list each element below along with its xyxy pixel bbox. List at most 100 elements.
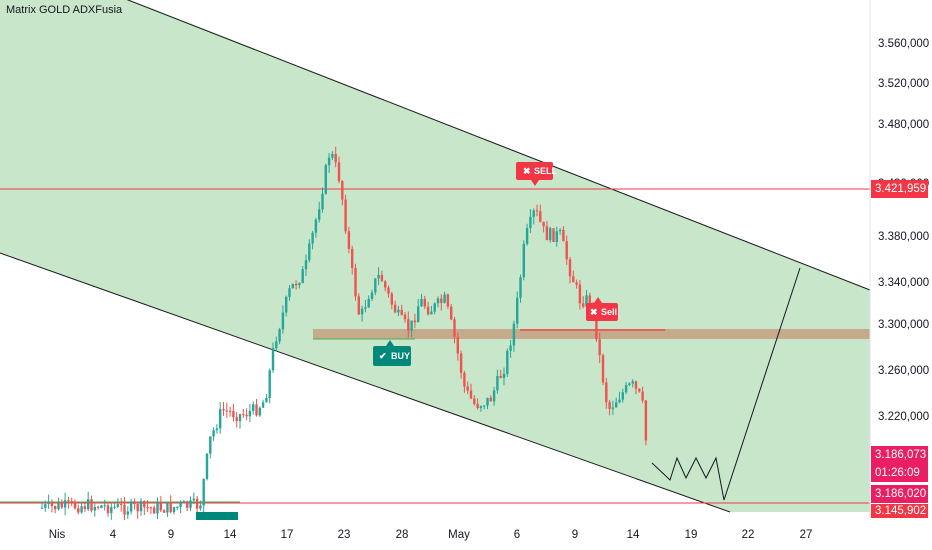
sell-signal-2[interactable]: ✖ Sell <box>586 297 618 321</box>
candle-body <box>40 507 44 509</box>
candle-body <box>331 154 334 158</box>
candle-body <box>285 296 288 313</box>
candle-body <box>407 319 410 331</box>
candle-body <box>176 506 179 508</box>
candle-body <box>311 232 314 244</box>
candle-body <box>588 295 591 305</box>
candle-body <box>146 507 149 509</box>
candle-body <box>248 410 252 417</box>
candle-body <box>304 260 308 270</box>
candle-body <box>634 381 638 389</box>
svg-text:✖: ✖ <box>590 307 598 317</box>
candle-body <box>380 274 384 282</box>
candle-body <box>321 193 324 210</box>
candle-body <box>153 507 156 514</box>
support-price-tag: 3.145,902 <box>871 504 928 518</box>
candle-body <box>186 501 189 508</box>
candle-body <box>364 307 367 309</box>
candle-body <box>615 402 618 408</box>
buy-signal[interactable]: ✔ BUY <box>373 340 411 366</box>
candle-body <box>578 284 582 304</box>
candle-body <box>423 298 426 307</box>
candle-body <box>47 501 50 505</box>
candle-body <box>443 294 446 303</box>
candle-body <box>568 259 572 277</box>
candle-body <box>205 453 209 479</box>
candle-body <box>327 157 331 166</box>
candle-body <box>410 320 413 331</box>
candle-body <box>126 511 129 515</box>
candle-body <box>598 339 601 356</box>
candle-body <box>486 397 489 406</box>
candle-body <box>377 274 380 279</box>
candle-body <box>582 303 585 307</box>
candle-body <box>341 181 344 200</box>
current-price-tag: 3.186,073 <box>871 446 928 464</box>
candle-body <box>585 295 588 307</box>
candle-body <box>271 348 275 371</box>
candle-body <box>337 162 341 182</box>
candle-body <box>182 501 186 503</box>
candle-body <box>433 303 436 312</box>
buy-marker-bottom <box>196 512 238 520</box>
candle-body <box>539 211 542 222</box>
candle-body <box>278 329 281 342</box>
candle-body <box>63 500 67 508</box>
price-axis <box>870 0 932 520</box>
candle-body <box>169 501 172 513</box>
candle-body <box>430 311 433 315</box>
candle-body <box>70 500 73 502</box>
x-tick-label: 14 <box>627 529 640 541</box>
candle-body <box>199 505 202 509</box>
candle-body <box>565 241 568 260</box>
candle-body <box>542 221 545 227</box>
candle-body <box>268 370 271 399</box>
candle-body <box>67 500 70 502</box>
candle-body <box>103 505 106 507</box>
candle-body <box>133 501 136 505</box>
candle-body <box>575 282 578 285</box>
candle-body <box>116 504 120 507</box>
candle-body <box>562 230 565 242</box>
candle-body <box>479 406 483 409</box>
candle-body <box>483 405 486 407</box>
x-tick-label: 14 <box>224 529 237 541</box>
candle-body <box>440 298 443 303</box>
candles <box>40 146 648 522</box>
candle-body <box>624 384 628 393</box>
candle-body <box>238 414 242 421</box>
sell-signal-2-label: Sell <box>601 307 617 317</box>
y-tick-label: 3.560,000 <box>878 38 929 50</box>
candle-body <box>638 388 641 392</box>
candle-body <box>245 414 248 417</box>
candle-body <box>318 209 321 220</box>
candle-body <box>288 288 291 297</box>
candle-body <box>139 501 143 512</box>
x-tick-label: 22 <box>742 529 755 541</box>
candle-body <box>519 277 522 298</box>
candle-body <box>209 436 212 454</box>
candle-body <box>113 506 116 508</box>
candle-body <box>129 501 133 512</box>
candle-body <box>100 505 103 508</box>
sell-signal-1-label: SELL <box>534 166 558 176</box>
candle-body <box>426 306 430 315</box>
x-tick-label: 4 <box>110 529 117 541</box>
candle-body <box>73 501 77 509</box>
candle-body <box>618 399 621 403</box>
candle-body <box>397 309 400 313</box>
candle-body <box>522 243 525 278</box>
candle-body <box>611 407 615 409</box>
candle-body <box>195 498 199 509</box>
candle-body <box>57 503 60 510</box>
sell-signal-1[interactable]: ✖ SELL <box>516 162 558 186</box>
candle-body <box>453 319 456 337</box>
candle-body <box>446 294 450 307</box>
candle-body <box>535 210 539 212</box>
candle-body <box>281 312 285 330</box>
candle-body <box>143 501 146 508</box>
time-axis <box>0 520 932 550</box>
candle-body <box>473 398 476 404</box>
candle-body <box>506 350 509 374</box>
